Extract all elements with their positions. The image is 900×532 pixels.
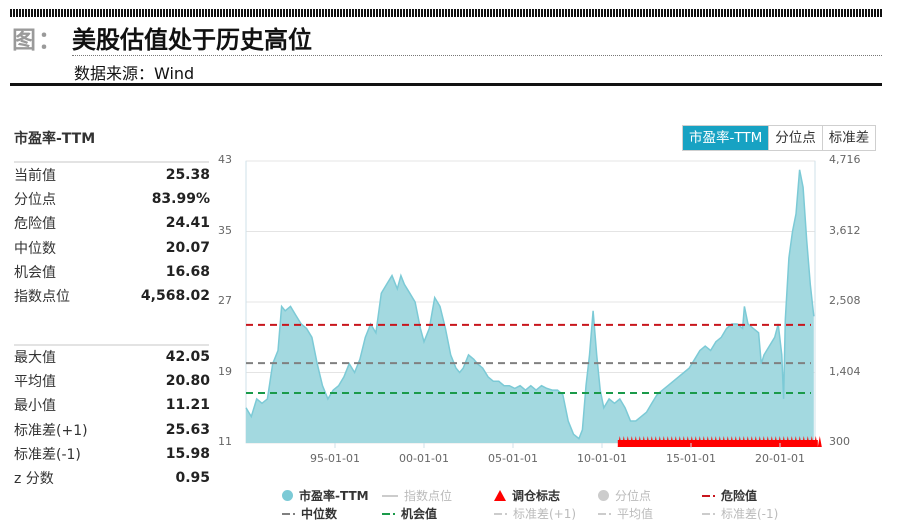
y-left-tick-label: 27 [218,294,232,307]
stat-row: 标准差(-1) 15.98 [14,442,210,466]
stat-value: 25.63 [165,421,210,438]
stat-label: 平均值 [14,374,56,391]
x-tick-label: 05-01-01 [488,452,538,465]
stat-row: 最大值 42.05 [14,345,210,369]
page-title: 美股估值处于历史高位 [72,26,312,54]
dash-icon [702,489,715,503]
legend-item[interactable]: 市盈率-TTM [282,487,369,504]
stat-row: 中位数 20.07 [14,236,210,260]
legend-item[interactable]: 中位数 [282,505,337,522]
y-left-tick-label: 43 [218,153,232,166]
y-left-tick-label: 35 [218,223,232,237]
legend-item[interactable]: 分位点 [598,487,651,504]
legend-label: 标准差(+1) [513,507,577,521]
legend-item[interactable]: 指数点位 [382,487,452,504]
stat-row: 平均值 20.80 [14,369,210,393]
header-bottom-rule [10,83,882,86]
dash-icon [702,507,715,521]
pe-area-fill [246,169,814,444]
y-left-tick-label: 11 [218,435,232,448]
legend-label: 市盈率-TTM [299,489,369,503]
line-icon [382,494,398,497]
stat-value: 0.95 [175,470,210,486]
stat-label: 危险值 [14,216,56,233]
legend-item[interactable]: 调仓标志 [494,487,560,504]
y-right-tick-label: 4,716 [829,153,861,166]
legend-label: 机会值 [401,507,438,521]
stat-value: 4,568.02 [140,288,210,304]
stat-value: 83.99% [151,191,210,208]
legend-label: 指数点位 [404,489,453,503]
stat-value: 16.68 [165,263,210,280]
tab-std-dev[interactable]: 标准差 [821,126,876,150]
stat-value: 20.80 [165,373,210,390]
legend-label: 调仓标志 [512,489,561,503]
stats-divider [14,161,209,163]
legend-label: 平均值 [617,507,654,521]
y-right-tick-label: 300 [829,435,850,448]
y-right-tick-label: 1,404 [829,364,861,378]
stat-label: 指数点位 [14,289,70,305]
stats-divider [14,344,209,346]
rebalance-markers-band [617,440,818,447]
header-hatch-rule [10,9,882,17]
tab-pe-ttm[interactable]: 市盈率-TTM [683,126,769,150]
stat-value: 24.41 [165,215,210,232]
figure-label: 图： [12,26,64,54]
stat-row: 分位点 83.99% [14,187,210,211]
x-tick-label: 10-01-01 [577,452,627,465]
legend-item[interactable]: 危险值 [702,487,757,504]
y-left-tick-label: 19 [218,364,232,378]
stat-value: 20.07 [165,239,210,256]
dash-icon [382,507,395,521]
stat-label: 分位点 [14,192,56,209]
stat-row: 指数点位 4,568.02 [14,284,210,308]
legend-item[interactable]: 机会值 [382,505,437,522]
circle-icon [282,490,293,501]
dash-icon [598,507,611,521]
y-right-tick-label: 3,612 [829,223,861,237]
legend-label: 标准差(-1) [721,507,779,521]
stat-row: 当前值 25.38 [14,163,210,187]
stat-label: 标准差(+1) [14,422,88,439]
dash-icon [494,507,507,521]
stat-label: 机会值 [14,264,56,281]
pe-line [245,169,815,440]
x-tick-label: 00-01-01 [399,452,449,465]
dash-icon [282,507,295,521]
stat-row: 最小值 11.21 [14,393,210,417]
stat-label: 当前值 [14,168,56,184]
stat-label: 最大值 [14,350,56,366]
stat-value: 42.05 [165,349,210,365]
stat-row: 危险值 24.41 [14,211,210,235]
tab-percentile[interactable]: 分位点 [768,126,822,150]
stat-value: 15.98 [165,445,210,462]
legend-item[interactable]: 标准差(+1) [494,505,576,522]
metric-toggle-group: 市盈率-TTM 分位点 标准差 [682,125,877,151]
title-divider [72,55,882,56]
legend-label: 中位数 [301,507,338,521]
stat-label: z 分数 [14,471,54,487]
stat-row: 机会值 16.68 [14,260,210,284]
stat-label: 中位数 [14,240,56,257]
circle-icon [598,490,609,501]
x-tick-label: 20-01-01 [755,452,805,465]
stat-value: 11.21 [165,397,210,414]
stat-label: 最小值 [14,398,56,415]
legend-item[interactable]: 标准差(-1) [702,505,778,522]
x-tick-label: 95-01-01 [310,452,360,465]
data-source: 数据来源：Wind [74,64,195,83]
triangle-icon [494,490,506,501]
stat-row: 标准差(+1) 25.63 [14,418,210,442]
legend-label: 危险值 [721,489,758,503]
legend-item[interactable]: 平均值 [598,505,653,522]
x-tick-label: 15-01-01 [666,452,716,465]
stat-label: 标准差(-1) [14,446,81,463]
stat-row: z 分数 0.95 [14,466,210,490]
y-right-tick-label: 2,508 [829,294,861,307]
stat-value: 25.38 [165,167,210,183]
stats-panel-title: 市盈率-TTM [14,131,96,147]
legend-label: 分位点 [615,489,652,503]
